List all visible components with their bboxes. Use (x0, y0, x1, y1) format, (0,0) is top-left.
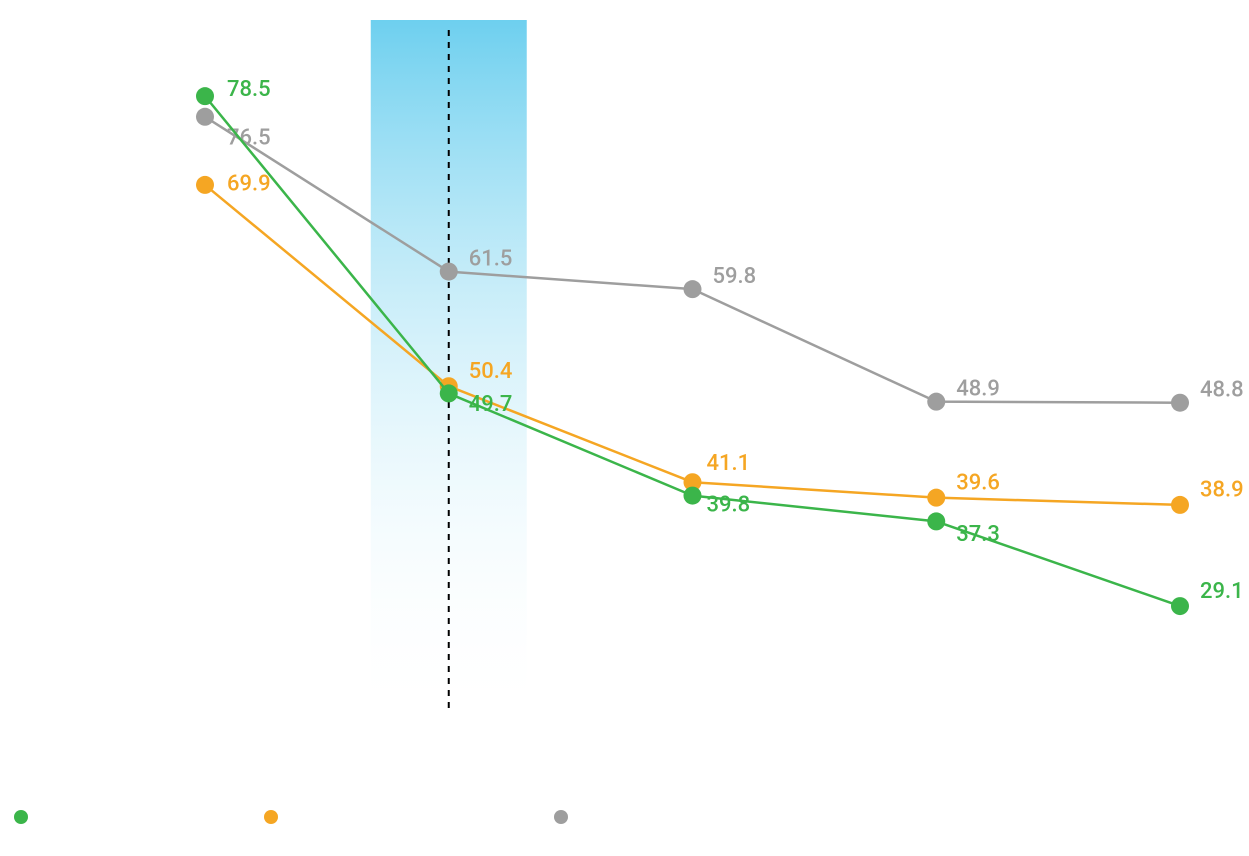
series-orange-label: 41.1 (707, 451, 751, 476)
series-grey-label: 48.9 (956, 376, 1000, 401)
series-orange-marker (1171, 496, 1189, 514)
legend-marker-icon (14, 810, 28, 824)
legend-item (264, 810, 288, 824)
series-orange-label: 38.9 (1200, 478, 1244, 503)
series-green-line (205, 96, 1180, 606)
legend-marker-icon (554, 810, 568, 824)
series-orange-marker (196, 176, 214, 194)
series-grey-marker (196, 108, 214, 126)
series-orange-label: 50.4 (469, 359, 513, 384)
legend-item (554, 810, 578, 824)
series-grey-line (205, 117, 1180, 403)
series-orange-label: 39.6 (956, 470, 1000, 495)
series-grey-label: 61.5 (469, 246, 513, 271)
line-chart: 76.561.559.848.948.869.950.441.139.638.9… (0, 0, 1249, 856)
series-green-label: 49.7 (469, 392, 513, 417)
legend-marker-icon (264, 810, 278, 824)
series-green-marker (684, 487, 702, 505)
series-grey-label: 59.8 (713, 264, 757, 289)
series-green-label: 78.5 (227, 77, 271, 102)
series-green-label: 39.8 (707, 492, 751, 517)
series-green-marker (196, 87, 214, 105)
series-green-label: 29.1 (1200, 579, 1244, 604)
series-green-marker (1171, 597, 1189, 615)
series-grey-marker (927, 393, 945, 411)
series-orange-label: 69.9 (227, 172, 271, 197)
series-green-label: 37.3 (956, 522, 1000, 547)
series-green-marker (927, 512, 945, 530)
legend-item (14, 810, 38, 824)
series-orange-line (205, 185, 1180, 505)
series-green-marker (440, 384, 458, 402)
series-grey-marker (684, 280, 702, 298)
series-orange-marker (927, 489, 945, 507)
series-grey-marker (1171, 394, 1189, 412)
series-grey-label: 48.8 (1200, 378, 1244, 403)
series-grey-marker (440, 263, 458, 281)
